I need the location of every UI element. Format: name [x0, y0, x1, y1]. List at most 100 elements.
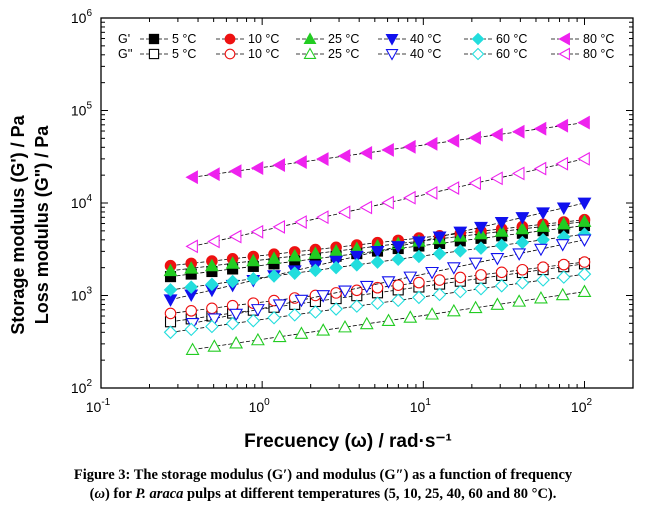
- data-point: [246, 271, 261, 286]
- y-tick-label: 103: [71, 286, 93, 304]
- data-point: [494, 224, 509, 237]
- legend-entry-label: 40 °C: [410, 32, 441, 46]
- data-point: [424, 185, 438, 200]
- x-tick-label: 101: [410, 397, 432, 415]
- data-point: [246, 253, 261, 267]
- legend-entry-label: 60 °C: [496, 47, 527, 61]
- data-point: [349, 250, 364, 264]
- x-tick-label: 100: [249, 397, 271, 415]
- caption-omega: ω: [94, 486, 105, 502]
- data-point: [359, 316, 374, 330]
- series-line: [170, 273, 585, 333]
- data-point: [246, 313, 261, 328]
- data-point: [432, 287, 447, 302]
- caption-tail: pulps at different temperatures (5, 10, …: [183, 486, 557, 502]
- data-point: [403, 310, 418, 323]
- data-point: [512, 166, 525, 181]
- legend-row-label: G': [118, 32, 130, 46]
- data-point: [207, 234, 220, 249]
- data-point: [294, 155, 307, 169]
- series-line: [170, 219, 585, 267]
- legend-marker: [303, 32, 317, 44]
- data-point: [533, 161, 547, 176]
- data-point: [534, 290, 548, 304]
- data-point: [316, 152, 329, 166]
- data-point: [185, 342, 200, 355]
- data-point: [370, 255, 385, 269]
- data-point: [577, 214, 592, 227]
- legend-marker: [303, 47, 317, 59]
- data-point: [555, 156, 569, 171]
- legend-marker: [558, 47, 570, 61]
- data-point: [370, 296, 385, 311]
- data-point: [446, 133, 460, 148]
- legend-entry-label: 25 °C: [328, 32, 359, 46]
- data-point: [229, 308, 244, 322]
- data-point: [184, 322, 198, 337]
- data-point: [351, 284, 363, 297]
- data-point: [184, 261, 199, 274]
- caption-species: P. araca: [135, 486, 184, 502]
- data-point: [425, 266, 440, 280]
- series-g-40-c: [185, 234, 592, 331]
- data-point: [557, 258, 570, 271]
- data-point: [425, 307, 440, 320]
- data-point: [454, 271, 467, 284]
- data-point: [272, 299, 287, 312]
- series-g-60-c: [163, 267, 592, 340]
- data-point: [164, 307, 177, 320]
- legend-entry-label: 80 °C: [583, 47, 614, 61]
- data-point: [556, 216, 571, 230]
- y-axis-title-loss: Loss modulus (G") / Pa: [32, 125, 52, 325]
- data-point: [250, 161, 264, 176]
- data-point: [412, 290, 426, 305]
- data-point: [577, 284, 592, 298]
- data-point: [412, 249, 426, 264]
- legend-row-label: G'': [118, 47, 133, 61]
- y-tick-label: 106: [71, 8, 93, 26]
- data-point: [446, 181, 460, 195]
- data-point: [337, 205, 351, 220]
- data-point: [163, 283, 178, 297]
- legend-marker: [471, 47, 485, 61]
- data-point: [207, 167, 220, 182]
- data-point: [250, 332, 265, 346]
- data-point: [272, 219, 286, 234]
- legend-entry-label: 10 °C: [248, 47, 279, 61]
- data-point: [272, 329, 287, 343]
- data-point: [403, 271, 418, 285]
- data-point: [391, 241, 406, 254]
- data-point: [350, 258, 364, 272]
- data-point: [381, 313, 396, 326]
- data-point: [490, 171, 503, 186]
- data-point: [287, 308, 302, 322]
- data-point: [516, 263, 529, 276]
- data-point: [490, 297, 505, 310]
- data-point: [474, 241, 488, 255]
- data-point: [577, 234, 592, 247]
- data-point: [267, 251, 281, 264]
- data-point: [468, 130, 481, 145]
- data-point: [391, 293, 405, 308]
- legend-marker: [224, 33, 236, 45]
- data-point: [185, 305, 198, 317]
- data-point: [205, 319, 219, 334]
- data-point: [381, 276, 396, 289]
- series-g-80-c: [185, 151, 590, 254]
- axis-ticks: 10-1 100 101 102 102 103 104 105 106: [71, 8, 634, 415]
- data-point: [424, 136, 438, 151]
- data-point: [490, 127, 503, 142]
- data-point: [225, 316, 240, 331]
- data-point: [272, 158, 286, 173]
- series-line: [170, 225, 585, 278]
- data-point: [359, 200, 373, 215]
- data-point: [267, 311, 281, 325]
- legend-entry-label: 25 °C: [328, 47, 359, 61]
- data-point: [411, 236, 426, 249]
- series-line: [170, 221, 585, 272]
- data-point: [350, 299, 364, 313]
- data-point: [515, 276, 530, 290]
- legend-marker: [385, 49, 399, 61]
- data-point: [308, 246, 323, 259]
- legend-marker: [385, 34, 399, 46]
